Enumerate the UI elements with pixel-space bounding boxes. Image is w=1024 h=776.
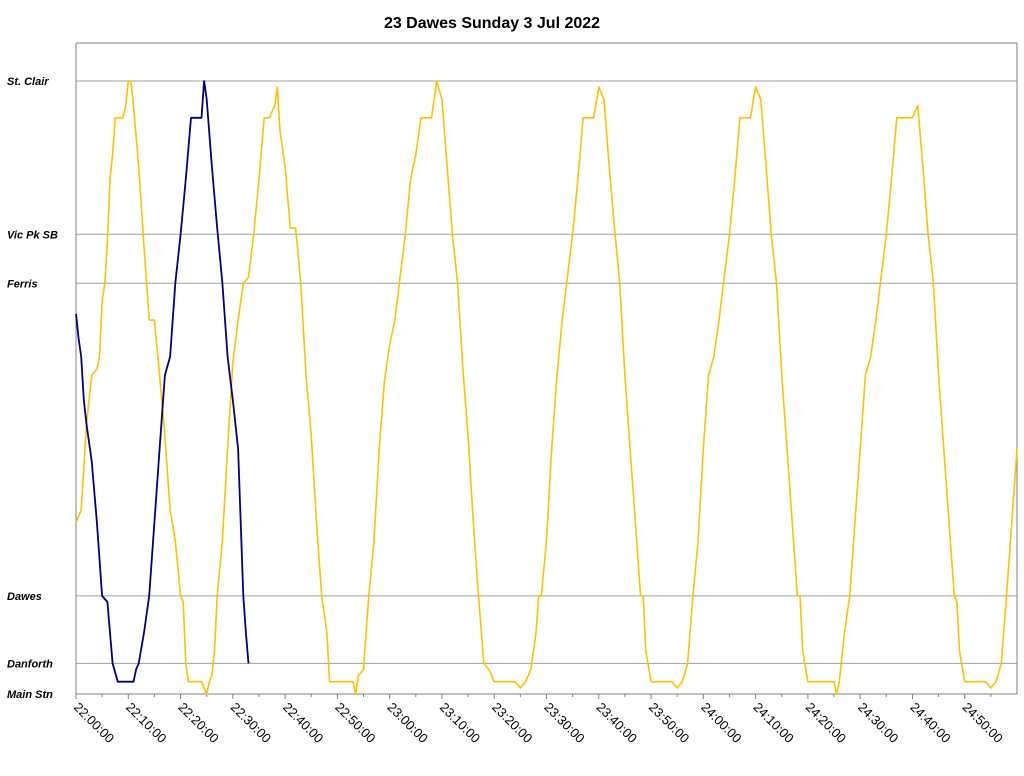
- y-tick-label: St. Clair: [7, 76, 49, 88]
- x-tick-label: 24:20:00: [803, 700, 849, 746]
- series-layer: [75, 80, 1018, 695]
- x-tick-label: 22:20:00: [175, 700, 221, 746]
- y-tick-label: Vic Pk SB: [7, 229, 58, 241]
- x-tick-label: 22:30:00: [228, 700, 274, 746]
- x-tick-label: 24:10:00: [750, 700, 796, 746]
- y-axis-labels: St. Clair Vic Pk SB Ferris Dawes Danforth Mai…: [7, 76, 58, 701]
- series-line-2: [75, 80, 250, 683]
- x-tick-label: 23:40:00: [594, 700, 640, 746]
- x-tick-label: 22:50:00: [332, 700, 378, 746]
- x-axis-labels: 22:00:00 22:10:00 22:20:00 22:30:00 22:40:00…: [71, 700, 1006, 746]
- x-tick-label: 22:00:00: [71, 700, 117, 746]
- y-tick-label: Dawes: [7, 591, 42, 603]
- x-tick-label: 23:30:00: [541, 700, 587, 746]
- x-tick-label: 24:50:00: [960, 700, 1006, 746]
- x-tick-label: 22:40:00: [280, 700, 326, 746]
- x-tick-label: 23:10:00: [437, 700, 483, 746]
- x-tick-label: 23:00:00: [385, 700, 431, 746]
- x-tick-label: 22:10:00: [123, 700, 169, 746]
- y-tick-label: Ferris: [7, 278, 38, 290]
- gridlines: [76, 80, 1017, 664]
- x-tick-label: 24:40:00: [907, 700, 953, 746]
- chart-title: 23 Dawes Sunday 3 Jul 2022: [384, 15, 600, 32]
- series-line-1: [75, 80, 1018, 695]
- x-tick-label: 24:30:00: [855, 700, 901, 746]
- axes: [75, 42, 1018, 699]
- x-tick-label: 24:00:00: [698, 700, 744, 746]
- y-tick-label: Danforth: [7, 658, 53, 670]
- y-tick-label: Main Stn: [7, 689, 53, 701]
- x-tick-label: 23:50:00: [646, 700, 692, 746]
- x-tick-label: 23:20:00: [489, 700, 535, 746]
